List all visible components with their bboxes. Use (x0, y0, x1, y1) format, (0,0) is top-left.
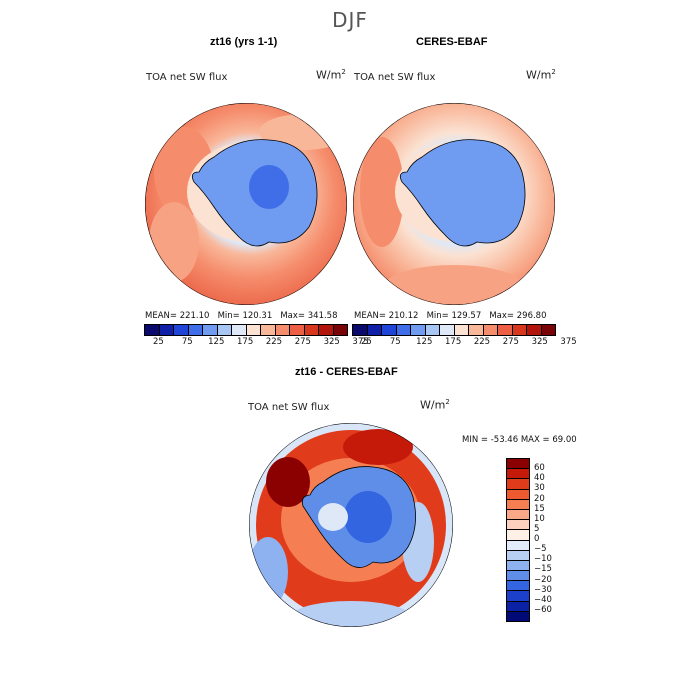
colorbar-tick-label: 325 (531, 337, 548, 347)
colorbar-swatch (290, 325, 305, 335)
colorbar-tick-label: 10 (534, 513, 545, 524)
colorbar-swatch (232, 325, 247, 335)
colorbar-tick-label: 275 (294, 337, 311, 347)
colorbar-swatch (304, 325, 319, 335)
colorbar-swatch (507, 499, 529, 510)
colorbar-tick-label: 125 (416, 337, 433, 347)
panel-2-colorbar (352, 324, 556, 336)
colorbar-tick-label: 5 (534, 523, 540, 534)
colorbar-swatch (367, 325, 382, 335)
colorbar-tick-label: 25 (361, 337, 372, 347)
colorbar-tick-label: 60 (534, 463, 545, 474)
colorbar-swatch (382, 325, 397, 335)
diff-title: zt16 - CERES-EBAF (295, 366, 398, 378)
colorbar-swatch (261, 325, 276, 335)
diff-map (249, 423, 453, 627)
panel-1-title: zt16 (yrs 1-1) (210, 36, 278, 48)
colorbar-swatch (507, 469, 529, 480)
colorbar-swatch (203, 325, 218, 335)
colorbar-swatch (507, 601, 529, 612)
colorbar-swatch (411, 325, 426, 335)
colorbar-tick-label: −60 (534, 604, 552, 615)
colorbar-swatch (507, 479, 529, 490)
colorbar-swatch (507, 530, 529, 541)
panel-2-units: W/m2 (526, 68, 556, 82)
colorbar-swatch (319, 325, 334, 335)
colorbar-tick-label: 175 (445, 337, 462, 347)
colorbar-tick-label: 40 (534, 473, 545, 484)
colorbar-swatch (507, 540, 529, 551)
colorbar-tick-label: −10 (534, 554, 552, 565)
season-title: DJF (332, 8, 368, 32)
colorbar-swatch (507, 581, 529, 592)
colorbar-tick-label: −5 (534, 544, 547, 555)
colorbar-tick-label: 0 (534, 534, 540, 544)
colorbar-swatch (159, 325, 174, 335)
panel-1-variable: TOA net SW flux (146, 72, 228, 83)
colorbar-tick-label: −30 (534, 584, 552, 595)
colorbar-tick-label: −40 (534, 594, 552, 605)
colorbar-swatch (507, 509, 529, 521)
colorbar-swatch (527, 325, 542, 335)
colorbar-swatch (353, 325, 368, 335)
colorbar-tick-label: 375 (560, 337, 577, 347)
colorbar-swatch (454, 325, 469, 335)
panel-1-units: W/m2 (316, 68, 346, 82)
panel-2-variable: TOA net SW flux (354, 72, 436, 83)
colorbar-swatch (483, 325, 498, 335)
diff-units: W/m2 (420, 398, 450, 412)
colorbar-swatch (275, 325, 290, 335)
colorbar-swatch (507, 459, 529, 470)
panel-1-map (145, 103, 347, 305)
panel-2-map (353, 103, 555, 305)
diff-variable: TOA net SW flux (248, 402, 330, 413)
colorbar-swatch (507, 611, 529, 621)
colorbar-swatch (507, 591, 529, 602)
diff-minmax: MIN = -53.46 MAX = 69.00 (462, 435, 577, 445)
colorbar-swatch (507, 560, 529, 572)
colorbar-tick-label: 275 (502, 337, 519, 347)
colorbar-swatch (507, 571, 529, 582)
colorbar-tick-label: 175 (237, 337, 254, 347)
colorbar-swatch (507, 550, 529, 561)
colorbar-swatch (498, 325, 513, 335)
colorbar-tick-label: −20 (534, 574, 552, 585)
colorbar-tick-label: 75 (389, 337, 401, 347)
colorbar-tick-label: 225 (473, 337, 491, 347)
diff-colorbar (506, 458, 530, 622)
colorbar-swatch (396, 325, 411, 335)
colorbar-tick-label: 25 (153, 337, 164, 347)
panel-2-antarctica (399, 139, 526, 247)
panel-1-colorbar (144, 324, 348, 336)
colorbar-swatch (333, 325, 347, 335)
colorbar-tick-label: 225 (265, 337, 283, 347)
colorbar-swatch (188, 325, 203, 335)
colorbar-swatch (174, 325, 189, 335)
colorbar-swatch (512, 325, 527, 335)
colorbar-swatch (217, 325, 232, 335)
colorbar-swatch (440, 325, 455, 335)
colorbar-swatch (507, 520, 529, 531)
colorbar-swatch (425, 325, 440, 335)
panel-1-stats: MEAN= 221.10 Min= 120.31 Max= 341.58 (145, 311, 338, 321)
colorbar-swatch (145, 325, 160, 335)
colorbar-tick-label: 20 (534, 493, 545, 504)
colorbar-swatch (541, 325, 555, 335)
colorbar-swatch (507, 489, 529, 500)
colorbar-tick-label: 325 (323, 337, 340, 347)
panel-2-title: CERES-EBAF (416, 36, 488, 48)
colorbar-tick-label: 30 (534, 483, 545, 494)
colorbar-tick-label: 15 (534, 503, 545, 514)
colorbar-tick-label: 75 (181, 337, 193, 347)
panel-2-stats: MEAN= 210.12 Min= 129.57 Max= 296.80 (354, 311, 547, 321)
colorbar-tick-label: 375 (352, 337, 369, 347)
colorbar-swatch (469, 325, 484, 335)
colorbar-tick-label: 125 (208, 337, 225, 347)
colorbar-tick-label: −15 (534, 564, 552, 575)
colorbar-swatch (246, 325, 261, 335)
